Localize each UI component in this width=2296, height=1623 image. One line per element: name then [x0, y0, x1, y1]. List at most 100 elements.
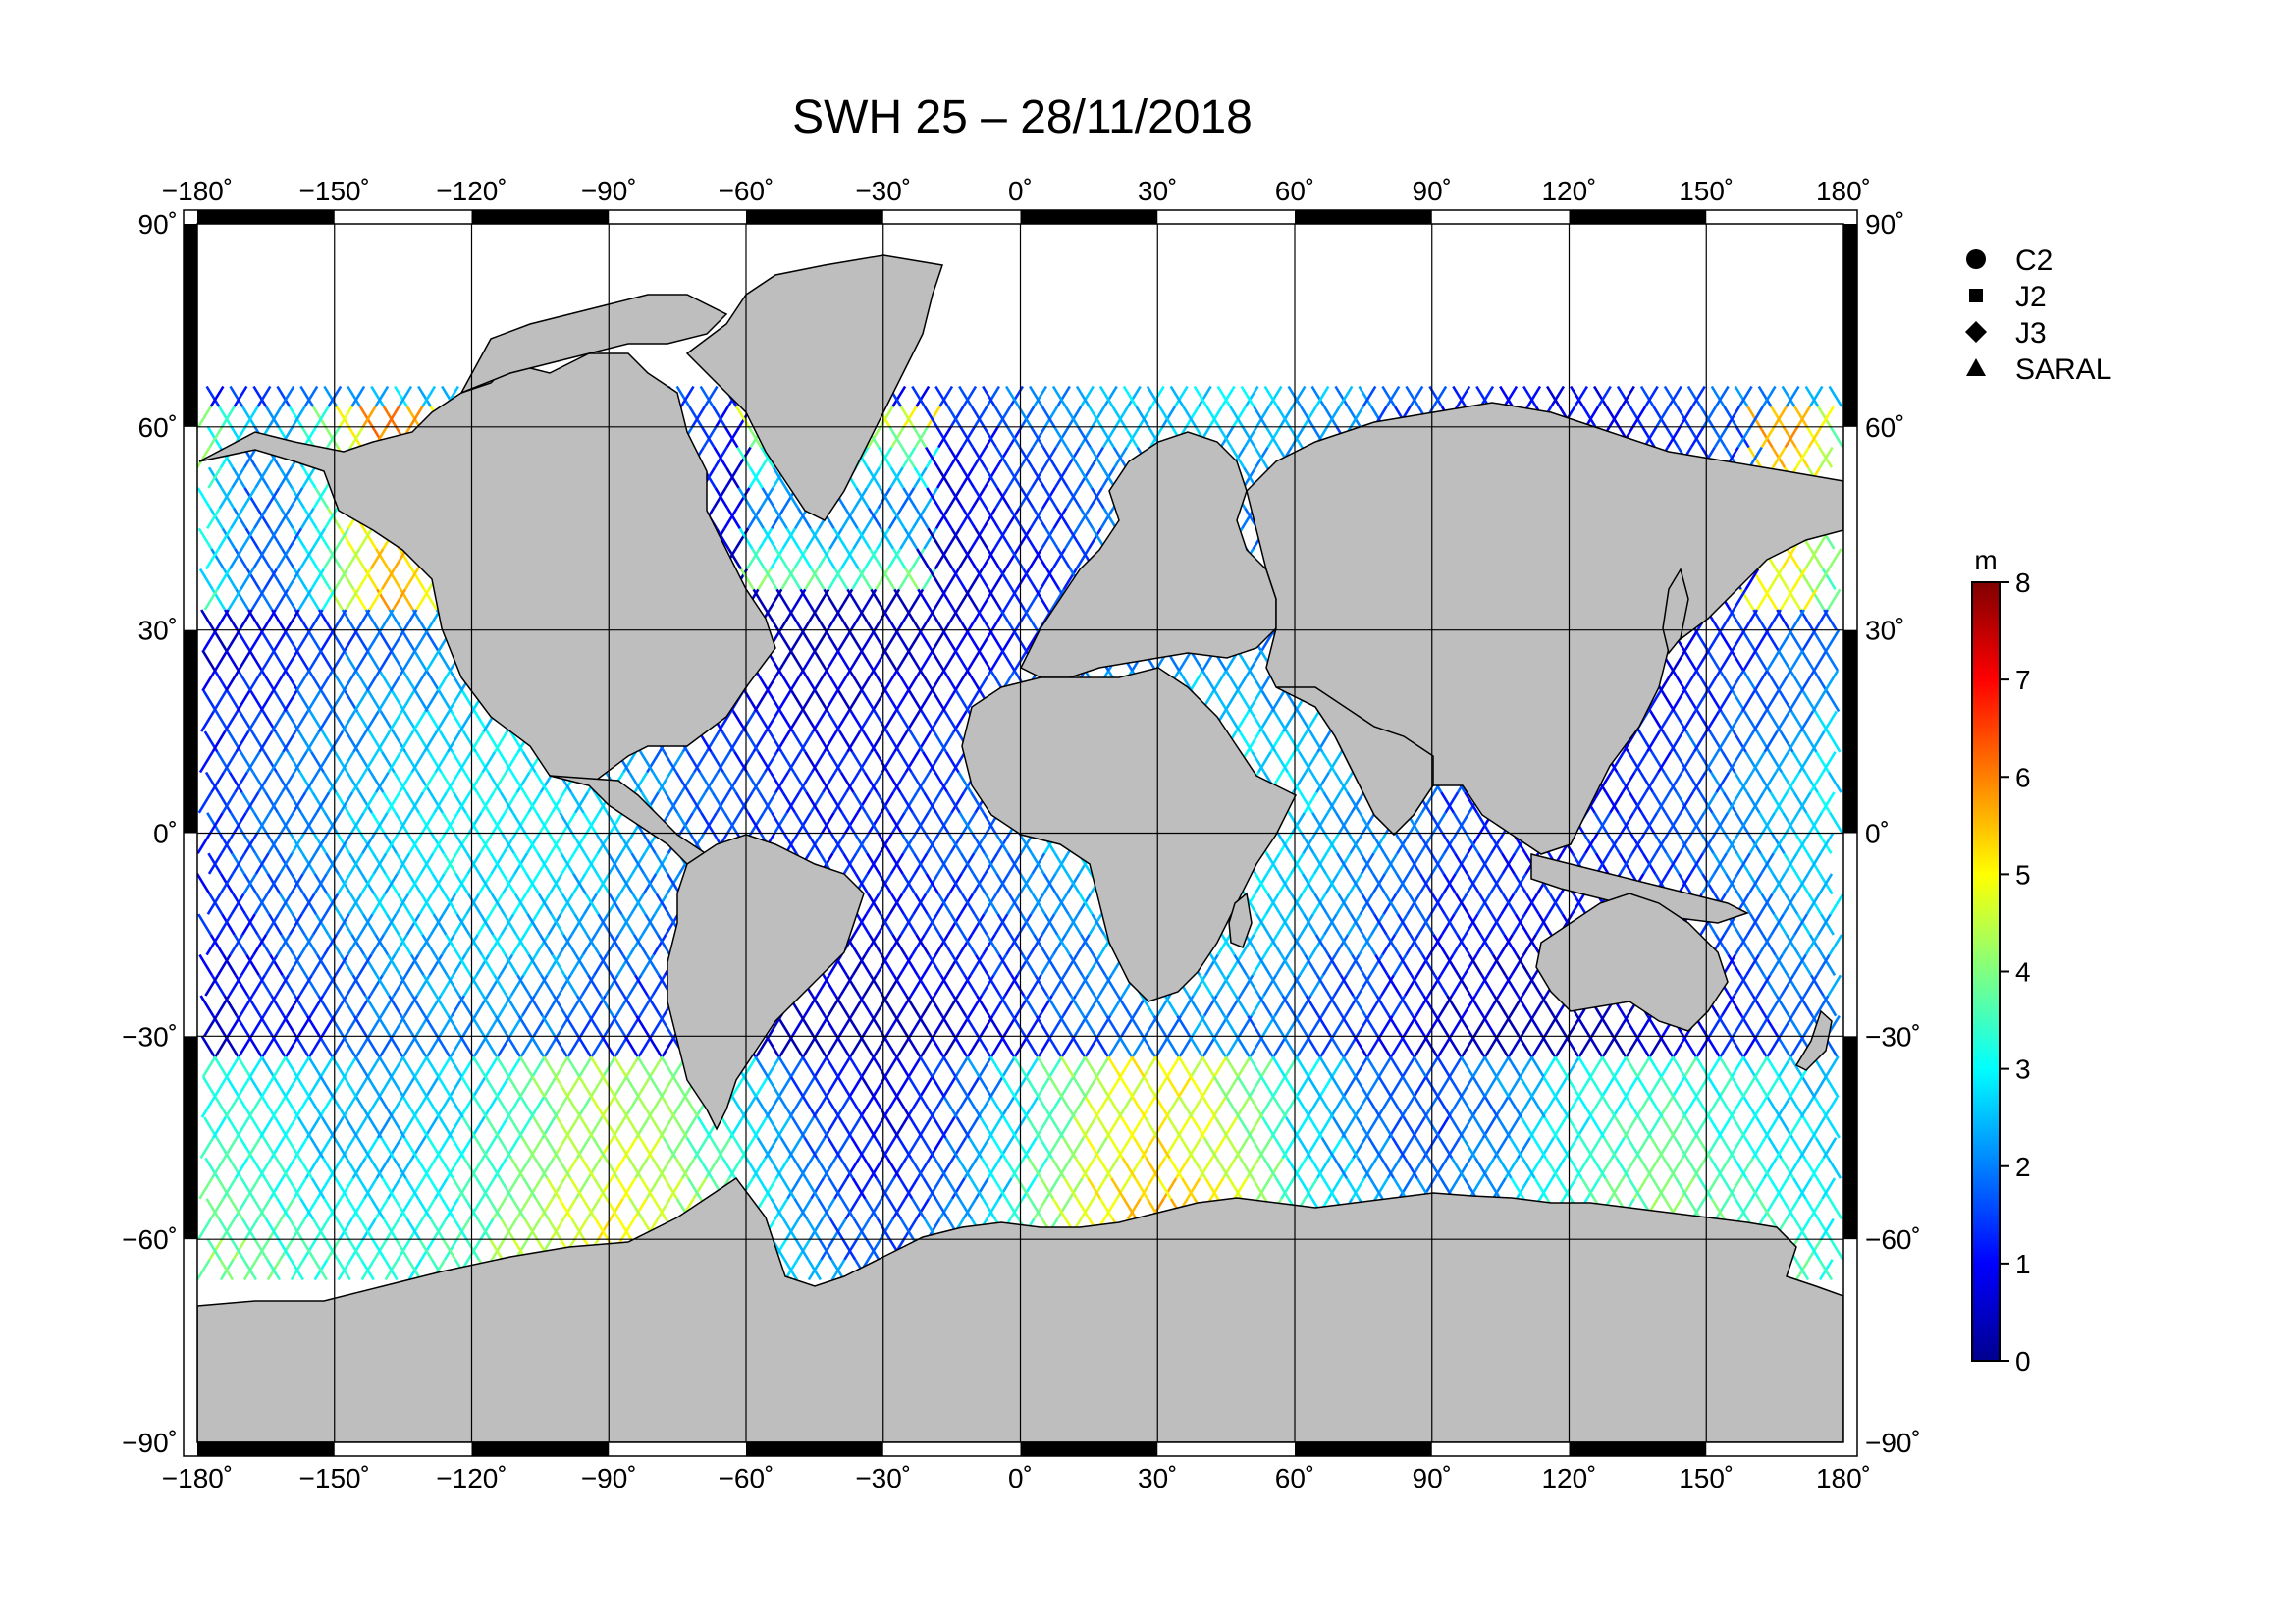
track-segment — [1440, 913, 1456, 936]
track-segment — [1504, 1157, 1520, 1179]
track-segment — [1243, 426, 1258, 449]
track-segment — [432, 1217, 448, 1240]
track-segment — [1080, 1198, 1095, 1220]
track-segment — [869, 771, 883, 793]
track-segment — [688, 406, 704, 428]
track-segment — [881, 751, 896, 774]
track-segment — [227, 588, 242, 611]
track-segment — [347, 1238, 363, 1261]
track-segment — [523, 913, 539, 936]
track-segment — [1785, 812, 1800, 835]
track-segment — [846, 588, 862, 611]
track-segment — [889, 466, 905, 489]
track-segment — [490, 893, 506, 915]
track-segment — [1760, 893, 1776, 915]
track-segment — [1393, 913, 1409, 936]
track-segment — [1459, 1076, 1474, 1099]
track-segment — [663, 1177, 678, 1200]
track-segment — [810, 751, 826, 774]
track-segment — [1817, 406, 1832, 428]
track-segment — [582, 893, 598, 915]
track-segment — [971, 446, 987, 468]
track-segment — [543, 1035, 559, 1057]
track-segment — [1306, 1096, 1321, 1118]
track-segment — [1647, 690, 1662, 713]
track-segment — [1782, 812, 1797, 835]
track-segment — [219, 1259, 235, 1281]
track-segment — [382, 406, 398, 428]
track-segment — [721, 1116, 735, 1139]
track-segment — [269, 953, 284, 976]
track-segment — [1041, 913, 1056, 936]
track-segment — [963, 974, 979, 997]
track-segment — [982, 812, 997, 835]
track-segment — [1322, 913, 1338, 936]
track-segment — [1639, 771, 1655, 793]
track-segment — [311, 406, 327, 428]
track-segment — [1044, 527, 1059, 550]
track-segment — [810, 568, 826, 590]
track-segment — [758, 527, 774, 550]
track-segment — [542, 1076, 558, 1099]
track-segment — [255, 507, 271, 529]
track-segment — [1068, 527, 1083, 550]
track-segment — [209, 385, 225, 407]
track-segment — [986, 548, 1001, 570]
track-segment — [1801, 629, 1817, 651]
track-segment — [727, 1157, 743, 1179]
track-segment — [1143, 1076, 1158, 1099]
track-segment — [585, 934, 601, 956]
track-segment — [1296, 1096, 1311, 1118]
track-segment — [1751, 751, 1766, 774]
track-segment — [1435, 1076, 1451, 1099]
track-segment — [1482, 1076, 1498, 1099]
track-segment — [1010, 588, 1026, 611]
track-segment — [837, 1116, 853, 1139]
track-segment — [1082, 1015, 1097, 1037]
track-segment — [311, 527, 327, 550]
track-segment — [965, 629, 981, 651]
track-segment — [1116, 995, 1132, 1017]
track-segment — [429, 791, 444, 814]
track-segment — [754, 1076, 770, 1099]
track-segment — [1522, 385, 1537, 407]
track-segment — [637, 1035, 653, 1057]
track-segment — [1746, 406, 1762, 428]
track-segment — [1792, 791, 1808, 814]
track-segment — [201, 649, 217, 672]
track-segment — [553, 1035, 568, 1057]
track-segment — [816, 1157, 830, 1179]
track-segment — [566, 1096, 582, 1118]
track-segment — [641, 913, 657, 936]
track-segment — [1087, 1177, 1102, 1200]
track-segment — [1404, 974, 1418, 997]
track-segment — [788, 1035, 804, 1057]
track-segment — [1043, 406, 1059, 428]
track-segment — [326, 426, 342, 449]
track-segment — [1020, 406, 1036, 428]
track-segment — [1239, 1157, 1255, 1179]
track-segment — [451, 751, 466, 774]
track-segment — [1227, 1177, 1243, 1200]
track-segment — [206, 426, 222, 449]
track-segment — [1659, 670, 1675, 692]
track-segment — [1569, 385, 1584, 407]
track-segment — [517, 1015, 533, 1037]
track-segment — [1705, 710, 1721, 732]
track-segment — [387, 568, 402, 590]
track-segment — [288, 791, 303, 814]
track-segment — [1188, 1035, 1203, 1057]
track-segment — [503, 1217, 518, 1240]
track-segment — [1636, 1055, 1652, 1078]
track-segment — [973, 832, 988, 854]
track-segment — [431, 873, 447, 895]
track-segment — [958, 507, 974, 529]
track-segment — [374, 548, 390, 570]
track-segment — [412, 1096, 428, 1118]
track-segment — [723, 426, 739, 449]
track-segment — [1154, 1035, 1170, 1057]
track-segment — [744, 1116, 759, 1139]
track-segment — [1260, 629, 1276, 651]
track-segment — [902, 1217, 918, 1240]
track-segment — [218, 406, 233, 428]
